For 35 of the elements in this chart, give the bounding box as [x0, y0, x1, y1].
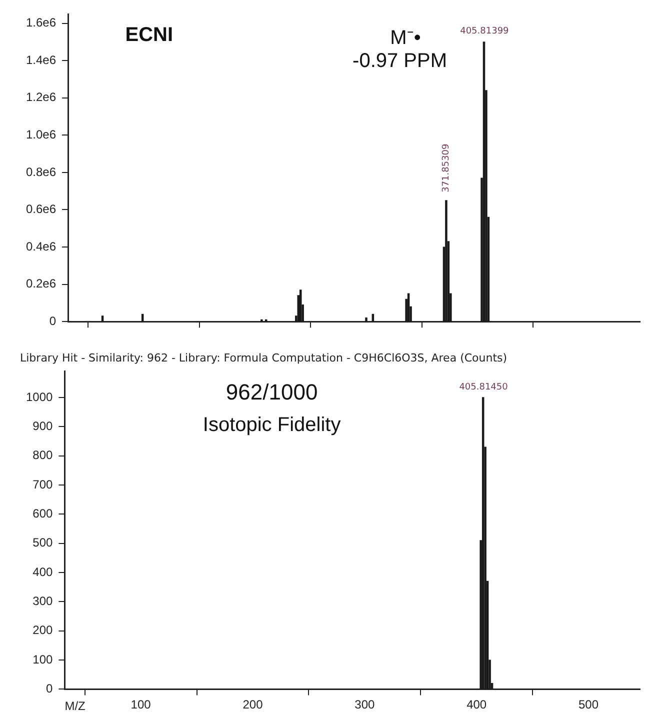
chart-title: Library Hit - Similarity: 962 - Library: Formula Computation - C9H6Cl6O3S, Area (Counts) [20, 351, 508, 364]
y-tick-label: 100 [32, 652, 54, 666]
y-tick-label: 900 [32, 418, 54, 433]
y-tick-label: 1.6e6 [26, 16, 56, 30]
x-tick-label: 100 [130, 698, 152, 712]
annotation: 371.85309 [441, 143, 452, 192]
y-tick-label: 300 [32, 594, 54, 608]
annotation: Isotopic Fidelity [202, 414, 341, 436]
annotation: -0.97 PPM [352, 50, 448, 72]
x-tick-label: 200 [242, 698, 264, 712]
y-tick-label: 200 [32, 623, 54, 638]
y-tick-label: 0.4e6 [26, 239, 56, 254]
y-tick-label: 600 [32, 506, 54, 520]
annotation: M⁻• [390, 27, 421, 50]
y-tick-label: 400 [32, 564, 54, 579]
x-tick-label: 500 [578, 698, 599, 712]
y-tick-label: 0 [49, 314, 56, 328]
y-tick-label: 700 [32, 477, 54, 492]
y-tick-label: 0.8e6 [26, 164, 56, 179]
y-tick-label: 1000 [26, 390, 54, 404]
y-tick-label: 0.6e6 [26, 202, 56, 216]
y-tick-label: 0.2e6 [26, 276, 56, 291]
y-tick-label: 1.4e6 [26, 52, 56, 67]
x-tick-label: 300 [354, 698, 375, 712]
x-axis-title: M/Z [64, 699, 86, 714]
annotation: 962/1000 [226, 380, 318, 405]
y-tick-label: 500 [32, 536, 54, 550]
y-tick-label: 0 [46, 682, 54, 696]
annotation: 405.81399 [460, 26, 510, 36]
y-tick-label: 1.0e6 [26, 127, 56, 142]
y-tick-label: 800 [32, 448, 54, 462]
annotation: ECNI [125, 24, 174, 46]
x-tick-label: 400 [466, 698, 487, 712]
y-tick-label: 1.2e6 [26, 90, 56, 104]
annotation: 405.81450 [459, 382, 508, 392]
